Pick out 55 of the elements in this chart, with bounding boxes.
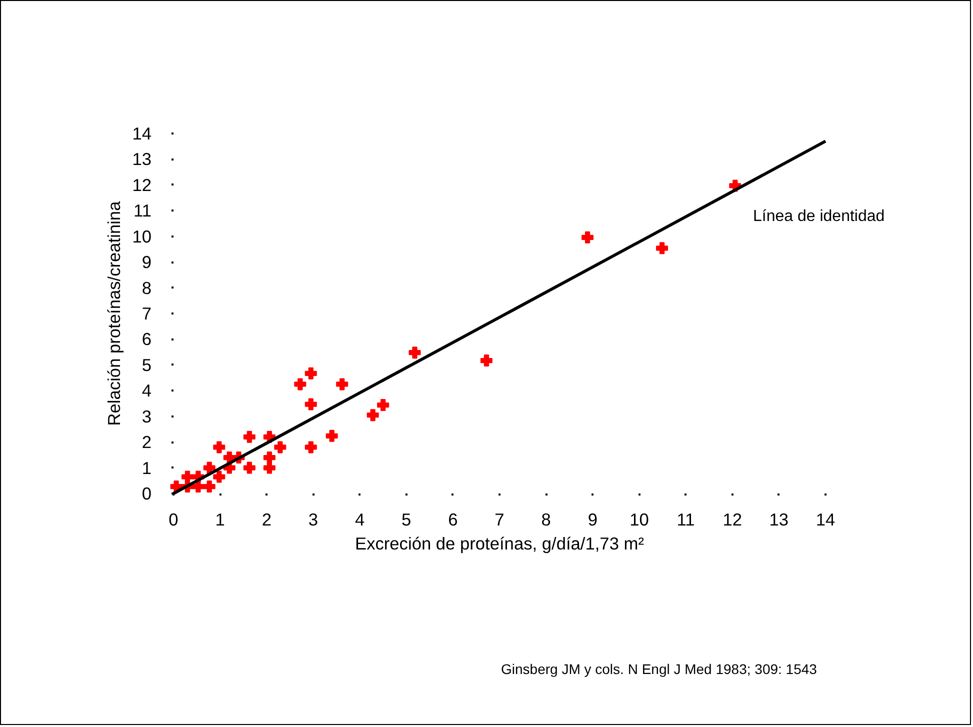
y-tick-label: 6: [142, 329, 152, 350]
y-tick-label: 13: [132, 149, 152, 170]
x-tick-label: 3: [308, 510, 318, 530]
x-tick-label: 9: [588, 510, 598, 530]
x-tick-label: 11: [676, 510, 695, 530]
y-tick-label: 9: [142, 252, 152, 272]
point: [377, 399, 390, 412]
point: [263, 462, 276, 474]
point: [304, 398, 317, 410]
y-tick-label: 7: [142, 304, 152, 324]
point: [274, 441, 286, 454]
point: [263, 452, 276, 464]
point: [203, 462, 216, 474]
point: [294, 378, 306, 390]
y-tick-label: 11: [134, 200, 152, 221]
point: [408, 346, 421, 359]
y-tick-label: 8: [142, 278, 152, 298]
x-tick-label: 10: [630, 510, 649, 530]
y-tick-label: 3: [142, 406, 152, 426]
y-tick-label: 5: [142, 354, 152, 375]
x-tick-label: 12: [722, 510, 742, 530]
y-tick-label: 12: [132, 174, 152, 195]
x-axis-title: Excreción de proteínas, g/día/1,73 m²: [355, 534, 644, 554]
y-axis-title: Relación proteínas/creatinina: [104, 200, 124, 426]
x-tick-label: 4: [354, 510, 365, 530]
x-tick-label: 13: [769, 510, 789, 530]
x-tick-label: 8: [541, 510, 551, 530]
point: [336, 378, 348, 390]
point: [304, 441, 317, 454]
x-tick-label: 5: [402, 510, 412, 530]
annotation: Línea de identidad: [753, 207, 885, 227]
point: [304, 367, 317, 380]
point: [243, 462, 256, 474]
text: Ginsberg JM y cols. N Engl J Med 1983; 309: 1543: [501, 660, 817, 679]
y-tick-label: 14: [132, 124, 152, 144]
x-tick-label: 0: [168, 510, 178, 530]
x-tick-label: 2: [262, 510, 272, 530]
y-tick-label: 4: [142, 380, 152, 401]
point: [213, 470, 226, 483]
point: [243, 430, 256, 443]
y-tick-label: 1: [142, 458, 152, 478]
y-tick-label: 2: [142, 432, 152, 452]
x-tick-label: 6: [448, 510, 458, 530]
y-tick-label: 0: [142, 484, 152, 504]
point: [326, 430, 338, 442]
x-tick-label: 14: [816, 510, 836, 530]
x-tick-label: 7: [494, 510, 504, 530]
x-tick-label: 1: [215, 510, 225, 530]
point: [213, 441, 226, 454]
y-tick-label: 10: [132, 226, 152, 246]
point: [480, 354, 492, 367]
point: [366, 409, 379, 422]
point: [582, 231, 594, 244]
point: [656, 242, 668, 254]
point: [203, 480, 216, 493]
